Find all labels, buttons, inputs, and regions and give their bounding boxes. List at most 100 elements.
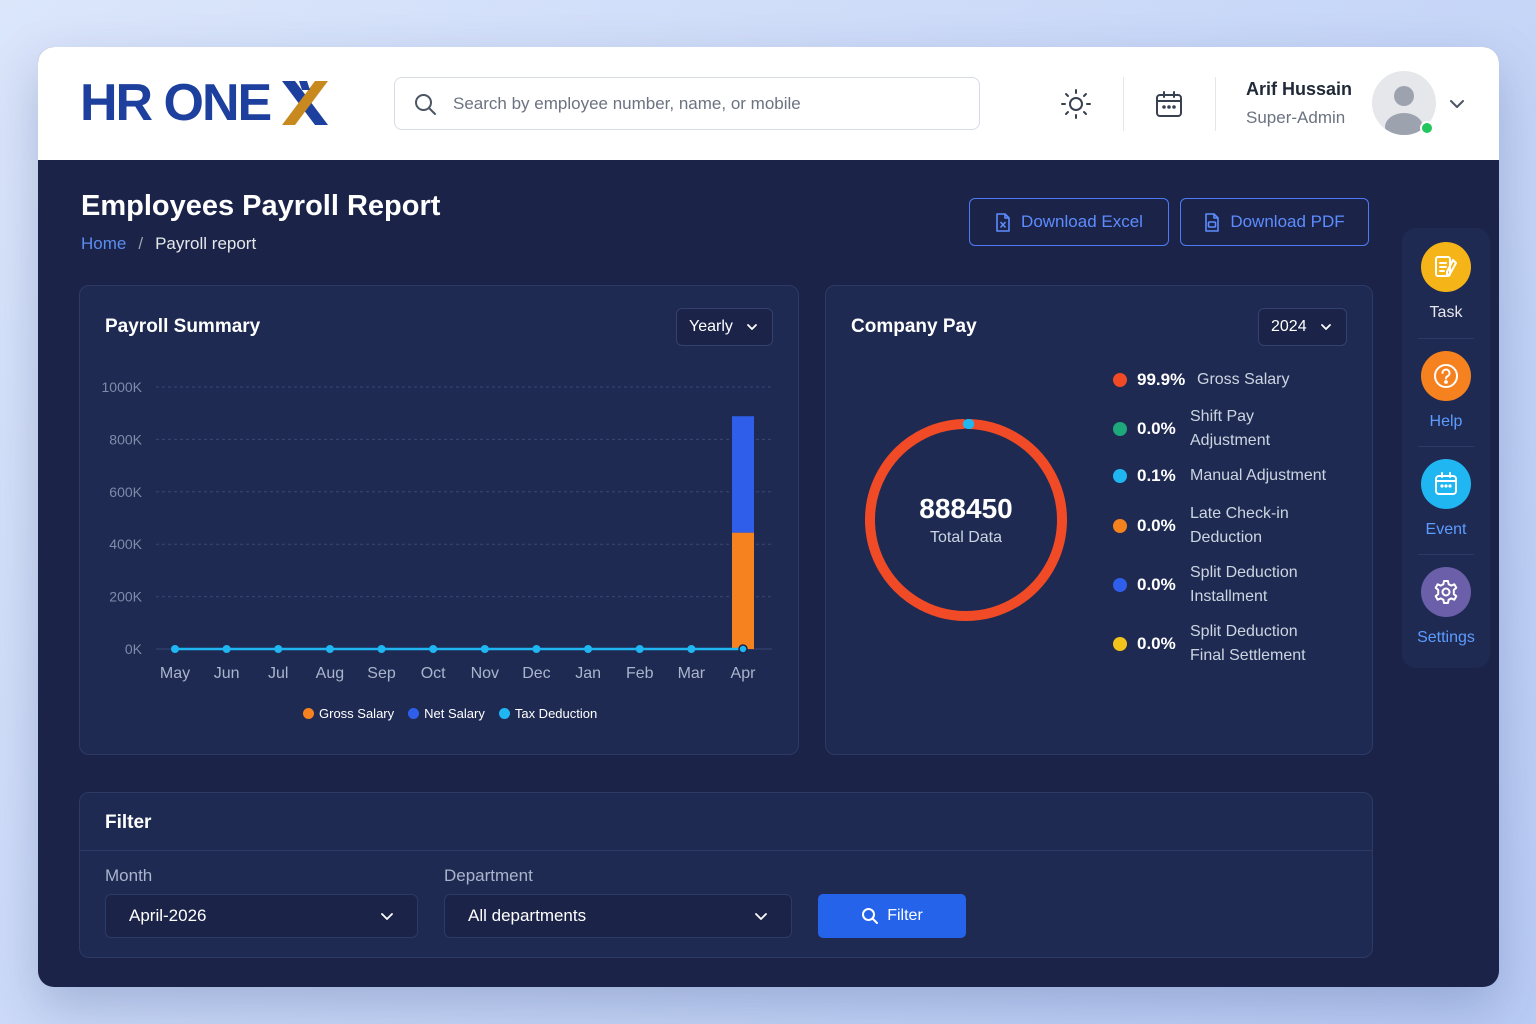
legend-item[interactable]: Tax Deduction: [498, 706, 598, 721]
bar-gross-salary[interactable]: [732, 532, 754, 649]
logo[interactable]: HR ONE: [80, 74, 329, 132]
chevron-down-icon[interactable]: [1446, 93, 1468, 115]
x-tick-label: Apr: [731, 665, 757, 682]
line-point[interactable]: [532, 645, 541, 653]
legend-label: Tax Deduction: [514, 706, 598, 721]
x-tick-label: Aug: [316, 665, 344, 682]
line-point[interactable]: [325, 645, 334, 653]
x-tick-label: Nov: [471, 665, 499, 682]
calendar-button[interactable]: [1152, 87, 1186, 121]
line-point[interactable]: [480, 645, 489, 653]
download-excel-label: Download Excel: [1021, 212, 1143, 231]
company-pay-item: 0.0% Split Deduction Installment: [1113, 561, 1298, 609]
filter-button-label: Filter: [887, 907, 923, 924]
company-pay-item: 99.9% Gross Salary: [1113, 368, 1289, 392]
dock-help-circle: [1421, 351, 1471, 401]
y-tick-label: 200K: [109, 589, 142, 605]
search-icon: [862, 908, 879, 924]
legend-dot: [1113, 469, 1127, 483]
x-tick-label: Dec: [522, 665, 550, 682]
legend-label: Net Salary: [424, 706, 485, 721]
user-name[interactable]: Arif Hussain: [1246, 79, 1353, 99]
dock-divider: [1418, 446, 1474, 447]
legend-dot: [303, 708, 314, 719]
dock-event[interactable]: Event: [1402, 459, 1490, 539]
legend-dot: [1113, 578, 1127, 592]
download-pdf-button[interactable]: Download PDF: [1180, 198, 1369, 246]
search-box[interactable]: [394, 77, 980, 130]
chevron-down-icon: [1320, 324, 1331, 330]
calendar-icon: [1435, 472, 1457, 495]
period-select[interactable]: Yearly: [676, 308, 773, 346]
search-input[interactable]: [453, 93, 953, 114]
dock-help[interactable]: Help: [1402, 351, 1490, 431]
legend-dot: [1113, 373, 1127, 387]
line-point[interactable]: [171, 645, 179, 653]
donut-center: 888450 Total Data: [866, 493, 1066, 547]
dock-task-circle: [1421, 242, 1471, 292]
line-point[interactable]: [687, 645, 696, 653]
filter-card: Filter Month April-2026 Department All d…: [79, 792, 1373, 958]
month-select[interactable]: April-2026: [105, 894, 418, 938]
bar-net-salary[interactable]: [732, 416, 754, 533]
line-point[interactable]: [377, 645, 386, 653]
pay-item-label: Late Check-in Deduction: [1190, 505, 1289, 546]
y-tick-label: 0K: [125, 641, 143, 657]
x-tick-label: Jan: [575, 665, 601, 682]
company-pay-item: 0.0% Split Deduction Final Settlement: [1113, 620, 1306, 668]
month-label: Month: [105, 866, 153, 885]
dock-divider: [1418, 554, 1474, 555]
line-point[interactable]: [429, 645, 438, 653]
legend-dot: [1113, 422, 1127, 436]
company-pay-item: 0.0% Shift Pay Adjustment: [1113, 405, 1270, 453]
dock-task-label: Task: [1429, 304, 1463, 321]
donut-slice[interactable]: [865, 419, 1067, 621]
year-select[interactable]: 2024: [1258, 308, 1347, 346]
page-title: Employees Payroll Report: [81, 190, 441, 222]
donut-total-value: 888450: [919, 493, 1013, 524]
chevron-down-icon: [746, 324, 757, 330]
legend-dot: [1113, 637, 1127, 651]
excel-file-icon: [996, 212, 1010, 232]
pay-item-label: Split Deduction Final Settlement: [1190, 623, 1306, 664]
logo-x-mark: [282, 81, 329, 125]
line-point[interactable]: [222, 645, 231, 653]
pay-item-percent: 0.1%: [1137, 466, 1176, 485]
filter-button[interactable]: Filter: [818, 894, 966, 938]
dock-task[interactable]: Task: [1402, 242, 1490, 322]
download-pdf-label: Download PDF: [1230, 212, 1345, 231]
legend-item[interactable]: Gross Salary: [303, 706, 394, 721]
line-point[interactable]: [635, 645, 644, 653]
user-avatar-icon: [1385, 86, 1423, 135]
online-status-dot: [1420, 121, 1434, 135]
x-tick-label: Feb: [626, 665, 654, 682]
theme-toggle-button[interactable]: [1059, 87, 1093, 121]
pay-item-label: Gross Salary: [1197, 371, 1290, 388]
line-point[interactable]: [274, 645, 283, 653]
sun-icon: [1061, 89, 1091, 119]
company-pay-card: Company Pay 2024 888450 Total Data 99.9%…: [825, 285, 1373, 755]
dock-settings[interactable]: Settings: [1402, 567, 1490, 647]
legend-item[interactable]: Net Salary: [408, 706, 485, 721]
y-tick-label: 1000K: [102, 379, 143, 395]
x-tick-label: Jun: [214, 665, 240, 682]
logo-text: HR ONE: [80, 74, 272, 132]
payroll-summary-card: Payroll Summary Yearly 0K 200K 400K 600K 800…: [79, 285, 799, 755]
y-tick-label: 600K: [109, 484, 142, 500]
x-tick-label: Jul: [268, 665, 288, 682]
department-label: Department: [444, 866, 533, 885]
download-excel-button[interactable]: Download Excel: [969, 198, 1169, 246]
line-point[interactable]: [584, 645, 593, 653]
gear-icon: [1434, 580, 1458, 604]
department-select[interactable]: All departments: [444, 894, 792, 938]
line-point[interactable]: [738, 644, 748, 654]
header-divider: [1123, 77, 1124, 131]
period-select-value: Yearly: [689, 318, 733, 335]
dock-settings-label: Settings: [1417, 629, 1475, 646]
company-pay-donut: [865, 419, 1067, 621]
breadcrumb-home[interactable]: Home: [81, 234, 127, 253]
chevron-down-icon: [755, 913, 767, 920]
pay-item-label: Shift Pay Adjustment: [1190, 408, 1271, 449]
task-icon: [1435, 256, 1457, 277]
month-select-value: April-2026: [129, 906, 207, 925]
